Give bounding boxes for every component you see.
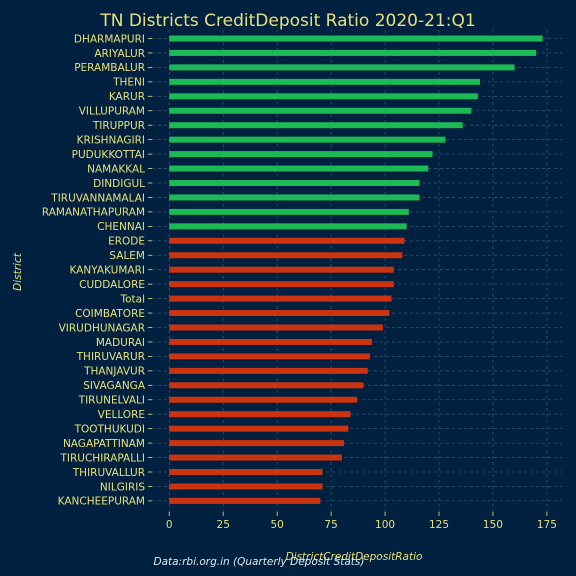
y-tick-label: CUDDALORE bbox=[79, 279, 145, 291]
x-tick-label: 125 bbox=[429, 519, 449, 531]
bar bbox=[169, 136, 446, 143]
bar bbox=[169, 382, 364, 389]
y-tick-label: COIMBATORE bbox=[75, 308, 145, 320]
bar bbox=[169, 194, 420, 201]
y-tick-label: DINDIGUL bbox=[93, 178, 145, 190]
x-tick-label: 150 bbox=[483, 519, 503, 531]
bar bbox=[169, 93, 478, 100]
bar bbox=[169, 324, 383, 331]
y-tick-label: NAMAKKAL bbox=[87, 163, 145, 175]
x-tick-label: 25 bbox=[217, 519, 230, 531]
bar bbox=[169, 353, 370, 360]
chart-title: TN Districts CreditDeposit Ratio 2020-21… bbox=[99, 11, 475, 31]
bar bbox=[169, 281, 394, 288]
y-axis-label: District bbox=[12, 252, 24, 291]
y-tick-label: KANCHEEPURAM bbox=[58, 496, 145, 508]
y-tick-label: THENI bbox=[112, 77, 145, 89]
bar bbox=[169, 411, 351, 418]
bar bbox=[169, 223, 407, 230]
bar bbox=[169, 151, 433, 158]
y-tick-label: THIRUVALLUR bbox=[72, 467, 145, 479]
y-tick-label: KRISHNAGIRI bbox=[77, 134, 145, 146]
y-tick-label: VIRUDHUNAGAR bbox=[59, 322, 145, 334]
bar bbox=[169, 469, 323, 475]
x-tick-label: 175 bbox=[537, 519, 557, 531]
x-tick-label: 75 bbox=[324, 519, 337, 531]
y-tick-label: NAGAPATTINAM bbox=[63, 438, 145, 450]
x-axis-label: DistrictCreditDepositRatio bbox=[286, 551, 423, 563]
y-tick-label: THANJAVUR bbox=[83, 366, 145, 378]
y-tick-label: THIRUVARUR bbox=[76, 351, 145, 363]
bar bbox=[169, 208, 409, 215]
bar bbox=[169, 64, 515, 71]
bar bbox=[169, 425, 349, 432]
bar bbox=[169, 49, 537, 56]
bar bbox=[169, 497, 321, 504]
y-tick-label: NILGIRIS bbox=[100, 481, 145, 493]
y-tick-label: SIVAGANGA bbox=[83, 380, 146, 392]
y-tick-label: DHARMAPURI bbox=[74, 33, 145, 45]
y-tick-label: SALEM bbox=[109, 250, 145, 262]
x-tick-label: 0 bbox=[166, 519, 173, 531]
bar bbox=[169, 266, 394, 273]
y-tick-label: TIRUPPUR bbox=[92, 120, 145, 132]
x-tick-label: 100 bbox=[375, 519, 395, 531]
y-tick-label: TIRUVANNAMALAI bbox=[50, 192, 145, 204]
bar bbox=[169, 107, 472, 114]
bar bbox=[169, 252, 403, 259]
bar bbox=[169, 180, 420, 186]
bar bbox=[169, 122, 463, 129]
bar bbox=[169, 310, 390, 317]
y-tick-label: VELLORE bbox=[98, 409, 145, 421]
x-tick-label: 50 bbox=[270, 519, 283, 531]
y-tick-label: PUDUKKOTTAI bbox=[72, 149, 145, 161]
y-tick-label: KARUR bbox=[109, 91, 145, 103]
y-tick-label: Total bbox=[119, 293, 145, 305]
y-tick-label: PERAMBALUR bbox=[74, 62, 145, 74]
y-tick-label: KANYAKUMARI bbox=[70, 265, 145, 277]
bar bbox=[169, 338, 373, 345]
y-tick-label: ERODE bbox=[108, 236, 145, 248]
y-tick-label: TOOTHUKUDI bbox=[74, 423, 145, 435]
y-tick-label: TIRUCHIRAPALLI bbox=[59, 452, 145, 464]
y-tick-label: CHENNAI bbox=[97, 221, 145, 233]
chart-caption: Data:rbi.org.in (Quarterly Deposit Stats… bbox=[153, 556, 364, 568]
bar bbox=[169, 295, 392, 302]
y-tick-label: TIRUNELVALI bbox=[78, 395, 145, 407]
bar bbox=[169, 165, 429, 172]
bar bbox=[169, 367, 368, 374]
bar bbox=[169, 483, 323, 490]
y-tick-label: ARIYALUR bbox=[94, 48, 145, 60]
bar bbox=[169, 396, 357, 403]
y-tick-label: MADURAI bbox=[96, 337, 145, 349]
y-tick-label: RAMANATHAPURAM bbox=[42, 207, 145, 219]
bar bbox=[169, 440, 345, 447]
bar bbox=[169, 237, 405, 244]
bar bbox=[169, 35, 543, 42]
bar bbox=[169, 78, 480, 85]
y-tick-label: VILLUPURAM bbox=[79, 106, 145, 118]
bar bbox=[169, 454, 342, 461]
